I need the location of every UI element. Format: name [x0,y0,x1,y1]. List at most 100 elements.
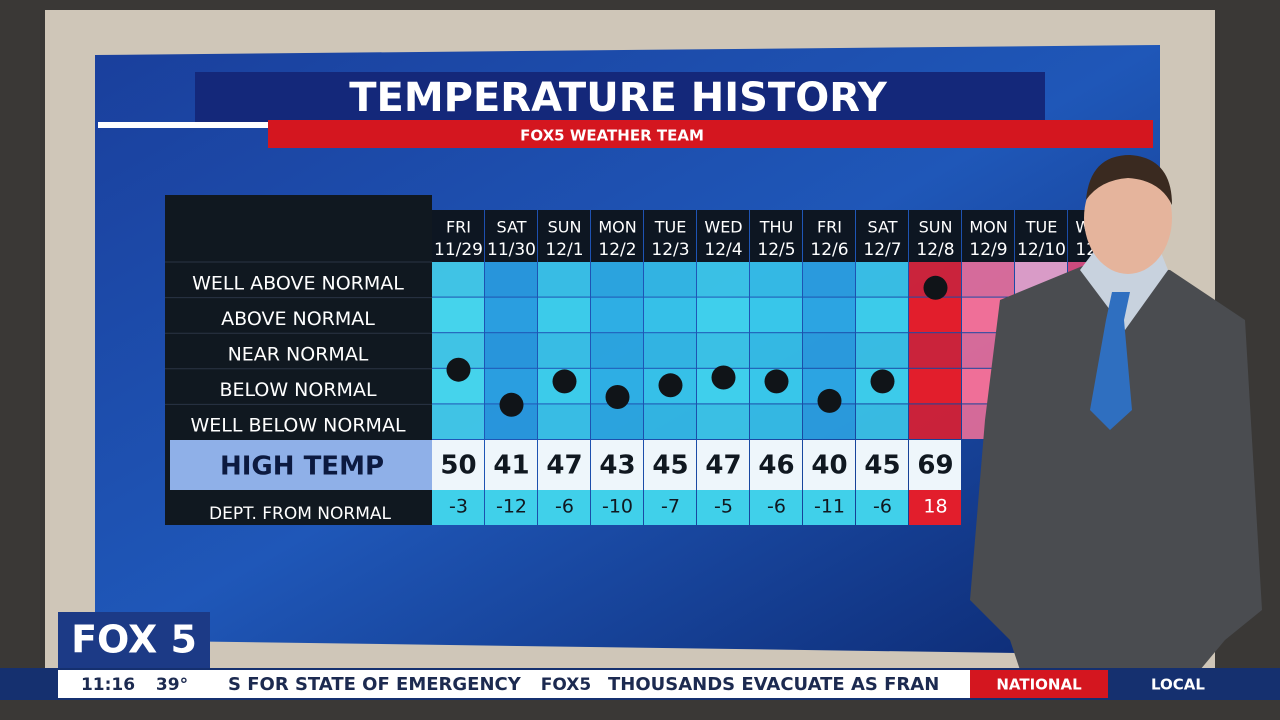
dot [658,373,683,398]
dot [870,369,895,394]
high-temp: 47 [705,451,741,481]
high-cell [909,440,961,490]
dot [605,385,630,409]
day: WED [704,218,742,237]
high-cell [856,440,908,490]
grid-cell [697,333,749,368]
day: TUE [654,218,687,237]
high-cell [591,440,643,490]
grid-cell [750,262,802,297]
dept-label: DEPT. FROM NORMAL [209,504,392,524]
day: SAT [497,218,527,237]
grid-cell [697,262,749,297]
header-cell [1015,210,1067,262]
dot [446,357,471,382]
date: 11/30 [487,240,536,260]
date: 12/10 [1017,240,1066,260]
grid-cell [432,404,484,439]
day: SUN [548,218,582,237]
dot [817,388,842,413]
high-temp: 40 [811,451,847,481]
date: 12/6 [810,240,848,260]
dept-cell [644,490,696,525]
dept-cell [538,490,590,525]
day: SAT [868,218,898,237]
date: 12/4 [704,240,742,260]
grid-cell [591,297,643,333]
grid-cell [485,333,537,368]
dept: -3 [449,496,468,518]
tab[interactable]: NATIONAL [996,676,1082,694]
dept-cell [591,490,643,525]
high-cell [538,440,590,490]
logo: FOX 5 [71,618,197,662]
grid-cell [538,404,590,439]
grid-cell [803,297,855,333]
dot [499,392,524,417]
dept-cell [485,490,537,525]
dept: -6 [873,496,892,518]
dot [764,369,789,394]
high-temp: 45 [864,451,900,481]
dept: -6 [767,496,786,518]
header-cell [909,210,961,262]
dept-cell [856,490,908,525]
temperature: 39° [156,675,188,695]
day: MON [969,218,1007,237]
day: MON [598,218,636,237]
grid-cell [750,297,802,333]
day: TUE [1025,218,1058,237]
grid-cell [485,297,537,333]
grid-cell [538,262,590,297]
brand: FOX5 [541,675,591,695]
grid-cell [644,297,696,333]
grid-cell [591,262,643,297]
grid-cell [909,297,961,333]
grid-cell [644,262,696,297]
subtitle: FOX5 WEATHER TEAM [520,127,704,145]
grid-cell [538,333,590,368]
grid-cell [856,262,908,297]
date: 12/2 [598,240,636,260]
high-label: HIGH TEMP [220,452,384,482]
row-label: WELL ABOVE NORMAL [192,272,404,294]
dot [711,365,736,390]
tab[interactable]: LOCAL [1151,676,1205,694]
grid-cell [485,262,537,297]
grid-cell [909,333,961,368]
date: 12/7 [863,240,901,260]
grid-cell [644,404,696,439]
high-temp: 46 [758,451,794,481]
grid-cell [909,368,961,404]
grid-cell [750,404,802,439]
grid-cell [432,262,484,297]
header-cell [485,210,537,262]
presenter [970,155,1262,670]
date: 12/9 [969,240,1007,260]
header-cell [432,210,484,262]
dot [923,275,948,300]
day: THU [759,218,794,237]
high-temp: 47 [546,451,582,481]
high-temp: 50 [440,451,476,481]
day: FRI [817,218,842,237]
row-label: BELOW NORMAL [219,379,376,401]
dept: -6 [555,496,574,518]
high-label-bg [170,440,432,490]
high-cell [750,440,802,490]
dot [552,369,577,394]
grid-cell [803,262,855,297]
dept: -11 [814,496,845,518]
grid-cell [697,404,749,439]
day: SUN [919,218,953,237]
high-cell [697,440,749,490]
high-temp: 45 [652,451,688,481]
row-label: NEAR NORMAL [228,344,369,366]
header-cell [750,210,802,262]
date: 12/8 [916,240,954,260]
grid-cell [432,297,484,333]
header-cell [538,210,590,262]
high-temp: 41 [493,451,529,481]
dept: -5 [714,496,733,518]
